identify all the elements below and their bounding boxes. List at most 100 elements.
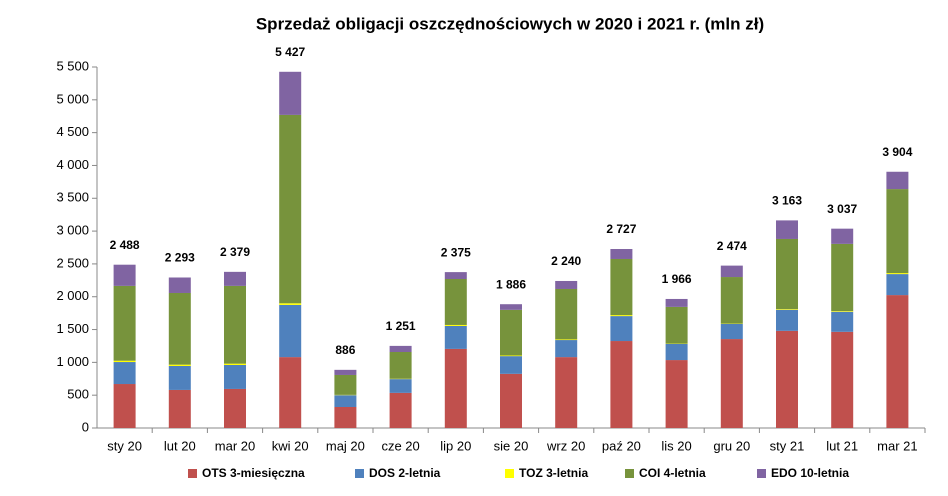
bar-segment xyxy=(555,281,577,289)
y-tick-label: 0 xyxy=(82,419,89,434)
bar-segment xyxy=(500,304,522,310)
legend-swatch xyxy=(355,469,364,478)
bar-segment xyxy=(390,379,412,393)
bar-segment xyxy=(169,365,191,366)
legend-label: COI 4-letnia xyxy=(639,466,706,480)
bar-segment xyxy=(610,341,632,428)
bar-segment xyxy=(666,360,688,428)
y-tick-label: 500 xyxy=(67,387,89,402)
y-tick-label: 3 500 xyxy=(56,190,89,205)
bar-segment xyxy=(279,115,301,303)
bar-segment xyxy=(279,72,301,115)
bar-segment xyxy=(555,339,577,340)
bar-segment xyxy=(334,375,356,395)
total-label: 1 966 xyxy=(662,272,692,286)
bar-segment xyxy=(114,265,136,286)
total-label: 2 474 xyxy=(717,239,747,253)
bar-segment xyxy=(169,277,191,292)
x-tick-label: lut 20 xyxy=(164,438,196,453)
bar-segment xyxy=(555,357,577,428)
bar-segment xyxy=(500,356,522,374)
total-label: 1 886 xyxy=(496,277,526,291)
bar-segment xyxy=(776,309,798,310)
bar-segment xyxy=(445,325,467,326)
y-tick-label: 1 000 xyxy=(56,354,89,369)
bar-segment xyxy=(500,355,522,356)
bar-segment xyxy=(114,384,136,428)
bar-segment xyxy=(500,374,522,428)
bar-segment xyxy=(776,310,798,331)
bar-segment xyxy=(224,365,246,389)
x-tick-label: kwi 20 xyxy=(272,438,309,453)
total-label: 886 xyxy=(335,343,355,357)
total-label: 2 488 xyxy=(110,238,140,252)
total-label: 3 163 xyxy=(772,194,802,208)
bar-segment xyxy=(334,407,356,428)
legend-swatch xyxy=(757,469,766,478)
bar-segment xyxy=(279,303,301,305)
bar-segment xyxy=(555,340,577,357)
bar-segment xyxy=(831,311,853,312)
total-label: 2 379 xyxy=(220,245,250,259)
legend-label: TOZ 3-letnia xyxy=(519,466,588,480)
y-tick-label: 5 500 xyxy=(56,58,89,73)
bar-segment xyxy=(169,366,191,390)
bar-segment xyxy=(390,352,412,379)
bar-segment xyxy=(169,390,191,428)
bar-segment xyxy=(224,389,246,428)
x-tick-label: lut 21 xyxy=(826,438,858,453)
total-label: 3 904 xyxy=(882,145,912,159)
bar-segment xyxy=(831,312,853,332)
legend-label: OTS 3-miesięczna xyxy=(202,466,305,480)
bar-segment xyxy=(831,244,853,311)
bar-segment xyxy=(886,189,908,273)
x-tick-label: gru 20 xyxy=(713,438,750,453)
y-tick-label: 4 000 xyxy=(56,157,89,172)
y-tick-label: 4 500 xyxy=(56,124,89,139)
y-tick-label: 1 500 xyxy=(56,321,89,336)
x-tick-label: mar 20 xyxy=(215,438,255,453)
total-label: 5 427 xyxy=(275,45,305,59)
bar-segment xyxy=(224,272,246,286)
bar-segment xyxy=(114,361,136,362)
bar-segment xyxy=(169,293,191,365)
bar-segment xyxy=(610,316,632,341)
bar-segment xyxy=(334,395,356,407)
bar-segment xyxy=(831,332,853,428)
bar-segment xyxy=(445,326,467,349)
bar-segment xyxy=(610,249,632,259)
bar-segment xyxy=(886,274,908,295)
bar-segment xyxy=(445,272,467,279)
bar-segment xyxy=(610,315,632,316)
total-label: 2 293 xyxy=(165,251,195,265)
bar-segment xyxy=(224,286,246,364)
y-tick-label: 3 000 xyxy=(56,223,89,238)
bar-segment xyxy=(886,273,908,274)
total-label: 1 251 xyxy=(386,319,416,333)
x-tick-label: wrz 20 xyxy=(546,438,585,453)
bar-segment xyxy=(390,393,412,428)
bar-segment xyxy=(390,346,412,352)
y-tick-label: 2 500 xyxy=(56,255,89,270)
bar-segment xyxy=(721,324,743,339)
x-tick-label: sty 21 xyxy=(770,438,805,453)
total-label: 3 037 xyxy=(827,202,857,216)
bar-segment xyxy=(666,307,688,344)
total-label: 2 375 xyxy=(441,245,471,259)
bar-segment xyxy=(224,364,246,365)
bar-segment xyxy=(500,310,522,356)
bar-segment xyxy=(776,331,798,428)
bar-segment xyxy=(776,239,798,309)
y-tick-label: 2 000 xyxy=(56,288,89,303)
legend-swatch xyxy=(188,469,197,478)
bar-segment xyxy=(721,277,743,324)
bar-segment xyxy=(114,362,136,384)
bar-segment xyxy=(445,349,467,428)
bar-segment xyxy=(279,305,301,357)
bar-segment xyxy=(721,339,743,428)
x-tick-label: lis 20 xyxy=(661,438,691,453)
legend-swatch xyxy=(625,469,634,478)
x-tick-label: lip 20 xyxy=(440,438,471,453)
bar-segment xyxy=(666,299,688,307)
bar-segment xyxy=(886,295,908,428)
